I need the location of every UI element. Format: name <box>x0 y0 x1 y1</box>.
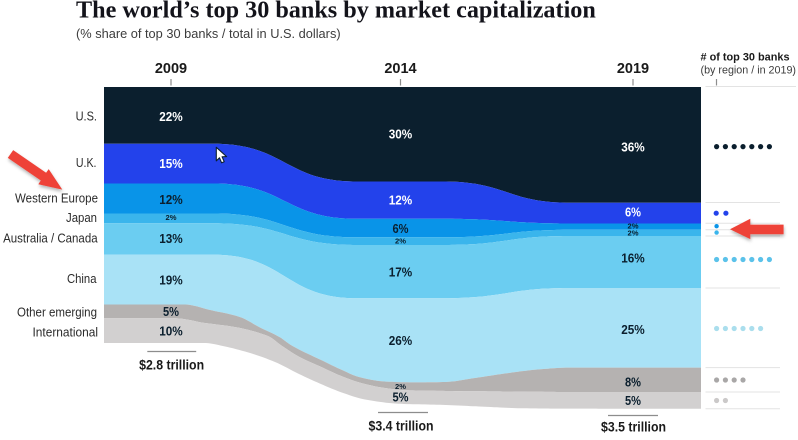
svg-text:8%: 8% <box>625 376 641 390</box>
svg-text:2%: 2% <box>395 382 406 391</box>
svg-text:China: China <box>67 272 97 286</box>
svg-text:U.S.: U.S. <box>76 110 97 124</box>
svg-text:Japan: Japan <box>66 211 97 225</box>
svg-text:$2.8 trillion: $2.8 trillion <box>139 358 204 373</box>
svg-text:6%: 6% <box>393 222 409 236</box>
svg-text:5%: 5% <box>393 391 409 405</box>
svg-text:30%: 30% <box>389 128 413 142</box>
svg-text:2019: 2019 <box>617 61 649 77</box>
svg-text:17%: 17% <box>389 266 413 280</box>
svg-text:25%: 25% <box>621 323 645 337</box>
svg-text:2%: 2% <box>395 237 406 246</box>
svg-text:The world’s top 30 banks by ma: The world’s top 30 banks by market capit… <box>76 0 596 24</box>
svg-text:16%: 16% <box>621 252 645 266</box>
svg-text:International: International <box>33 326 99 340</box>
svg-text:6%: 6% <box>625 206 641 220</box>
svg-text:5%: 5% <box>163 305 179 319</box>
svg-text:2%: 2% <box>628 222 639 231</box>
svg-text:2%: 2% <box>166 213 177 222</box>
svg-text:22%: 22% <box>159 110 183 124</box>
svg-text:12%: 12% <box>159 193 183 207</box>
svg-text:10%: 10% <box>159 325 183 339</box>
svg-text:19%: 19% <box>159 274 183 288</box>
svg-text:36%: 36% <box>621 141 645 155</box>
svg-text:2009: 2009 <box>155 61 187 77</box>
svg-text:5%: 5% <box>625 394 641 408</box>
svg-text:12%: 12% <box>389 194 413 208</box>
svg-text:# of top 30 banks: # of top 30 banks <box>701 52 790 64</box>
svg-text:2%: 2% <box>628 228 639 237</box>
svg-text:Other emerging: Other emerging <box>17 306 97 320</box>
svg-text:15%: 15% <box>159 157 183 171</box>
svg-text:2014: 2014 <box>384 61 416 77</box>
svg-text:(% share of top 30 banks / tot: (% share of top 30 banks / total in U.S.… <box>76 26 341 41</box>
svg-text:Western Europe: Western Europe <box>15 192 98 206</box>
svg-text:(by region / in 2019): (by region / in 2019) <box>701 65 797 77</box>
svg-text:26%: 26% <box>389 334 413 348</box>
svg-text:$3.4 trillion: $3.4 trillion <box>369 419 434 434</box>
svg-text:U.K.: U.K. <box>76 156 97 170</box>
svg-text:Australia / Canada: Australia / Canada <box>3 232 98 246</box>
svg-text:$3.5 trillion: $3.5 trillion <box>601 420 666 435</box>
svg-text:13%: 13% <box>159 232 183 246</box>
